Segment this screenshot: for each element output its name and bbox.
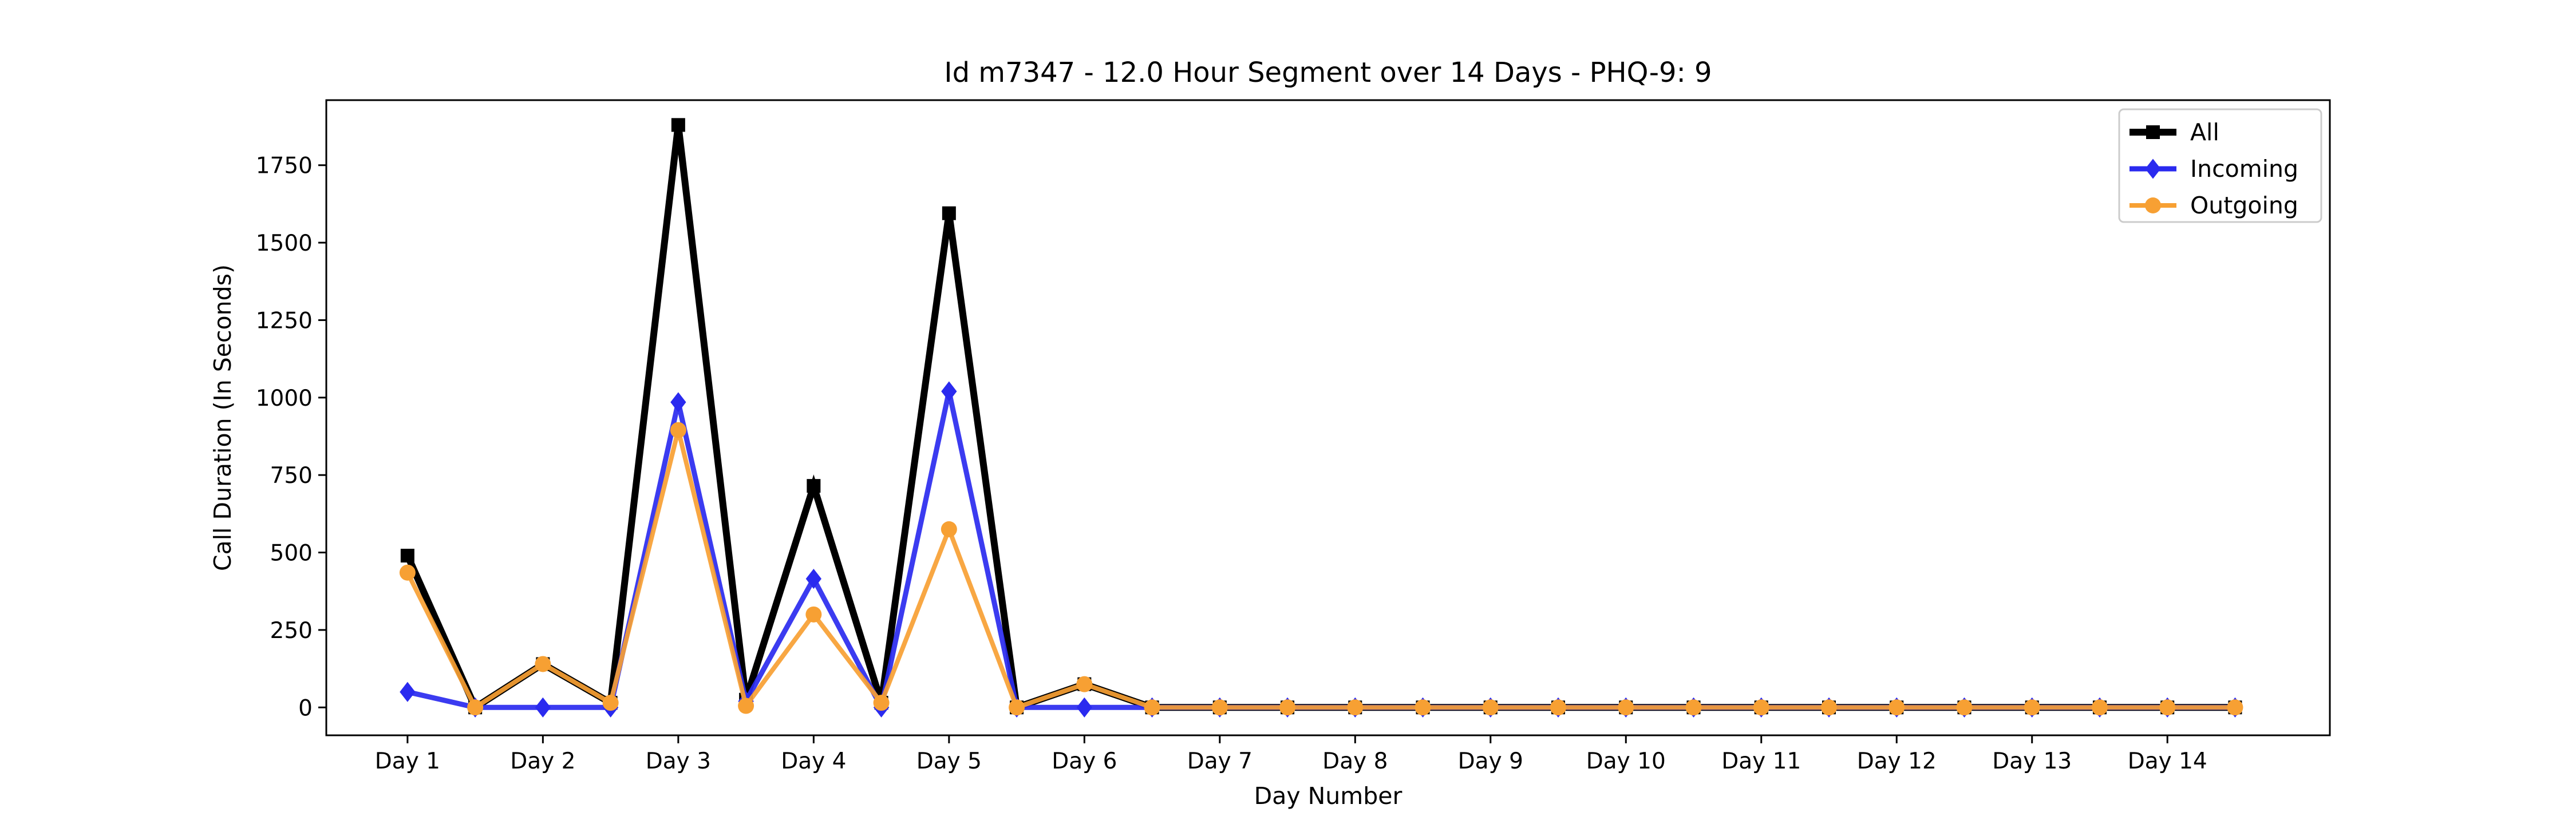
y-tick-label: 500 (270, 541, 313, 566)
data-point (1415, 699, 1431, 716)
x-tick-label: Day 14 (2128, 748, 2207, 774)
y-axis: 0 250 500 750 1000 1250 1500 1750 (256, 153, 326, 721)
data-point (671, 118, 685, 132)
data-point (670, 422, 686, 438)
data-point (1144, 699, 1160, 716)
data-point (535, 697, 551, 718)
legend-item-outgoing: Outgoing (2129, 192, 2298, 219)
x-axis: Day 1 Day 2 Day 3 Day 4 Day 5 Day 6 Day 7 Day 8… (375, 735, 2207, 774)
data-point (941, 521, 957, 537)
legend-marker (2146, 125, 2160, 139)
y-tick-label: 1000 (256, 386, 313, 411)
legend-item-incoming: Incoming (2129, 155, 2298, 183)
y-tick-label: 1250 (256, 308, 313, 334)
data-point (1685, 699, 1702, 716)
y-axis-label: Call Duration (In Seconds) (209, 264, 236, 571)
data-point (805, 569, 822, 589)
series-outgoing (399, 422, 2243, 716)
data-point (1347, 699, 1364, 716)
y-tick-label: 1500 (256, 231, 313, 256)
legend-label: All (2190, 118, 2219, 146)
y-tick-label: 0 (298, 695, 313, 721)
data-point (1821, 699, 1837, 716)
data-point (1482, 699, 1499, 716)
x-tick-label: Day 3 (646, 748, 711, 774)
data-point (2024, 699, 2040, 716)
x-tick-label: Day 8 (1322, 748, 1388, 774)
data-point (1211, 699, 1228, 716)
data-point (1956, 699, 1973, 716)
legend-label: Outgoing (2190, 192, 2298, 219)
data-point (1618, 699, 1634, 716)
axes-frame (325, 99, 2331, 736)
data-point (2159, 699, 2176, 716)
data-point (1888, 699, 1905, 716)
data-point (2091, 699, 2108, 716)
legend-marker (2145, 197, 2161, 213)
x-tick-label: Day 6 (1052, 748, 1117, 774)
data-point (602, 695, 619, 711)
y-tick-label: 1750 (256, 153, 313, 179)
x-tick-label: Day 2 (510, 748, 575, 774)
data-point (467, 699, 484, 716)
data-point (738, 698, 754, 714)
data-point (873, 695, 890, 711)
data-point (1279, 699, 1296, 716)
data-point (942, 206, 956, 220)
legend-marker (2145, 159, 2161, 179)
data-point (807, 479, 821, 493)
x-tick-label: Day 12 (1857, 748, 1937, 774)
data-point (670, 392, 686, 413)
y-tick-label: 750 (270, 463, 313, 489)
x-tick-label: Day 7 (1187, 748, 1253, 774)
data-point (400, 682, 416, 702)
x-axis-label: Day Number (1254, 782, 1402, 810)
data-point (1009, 699, 1025, 716)
data-point (535, 656, 551, 672)
series-line-outgoing (405, 429, 2235, 711)
x-tick-label: Day 10 (1586, 748, 1666, 774)
legend-box (2118, 108, 2322, 223)
data-point (1753, 699, 1769, 716)
plot-area (399, 118, 2243, 718)
legend: All Incoming Outgoing (2118, 108, 2322, 223)
y-tick-label: 250 (270, 618, 313, 644)
x-tick-label: Day 1 (375, 748, 440, 774)
data-point (2227, 699, 2243, 716)
legend-item-all: All (2129, 118, 2219, 146)
x-tick-label: Day 4 (781, 748, 846, 774)
x-tick-label: Day 11 (1721, 748, 1801, 774)
x-tick-label: Day 9 (1458, 748, 1523, 774)
x-tick-label: Day 5 (916, 748, 982, 774)
data-point (400, 548, 414, 562)
data-point (399, 564, 416, 581)
data-point (1076, 676, 1093, 692)
data-point (941, 381, 957, 402)
chart-title: Id m7347 - 12.0 Hour Segment over 14 Day… (944, 57, 1712, 89)
data-point (1076, 697, 1092, 718)
data-point (1550, 699, 1567, 716)
x-tick-label: Day 13 (1992, 748, 2072, 774)
data-point (805, 606, 822, 623)
legend-label: Incoming (2190, 155, 2298, 183)
